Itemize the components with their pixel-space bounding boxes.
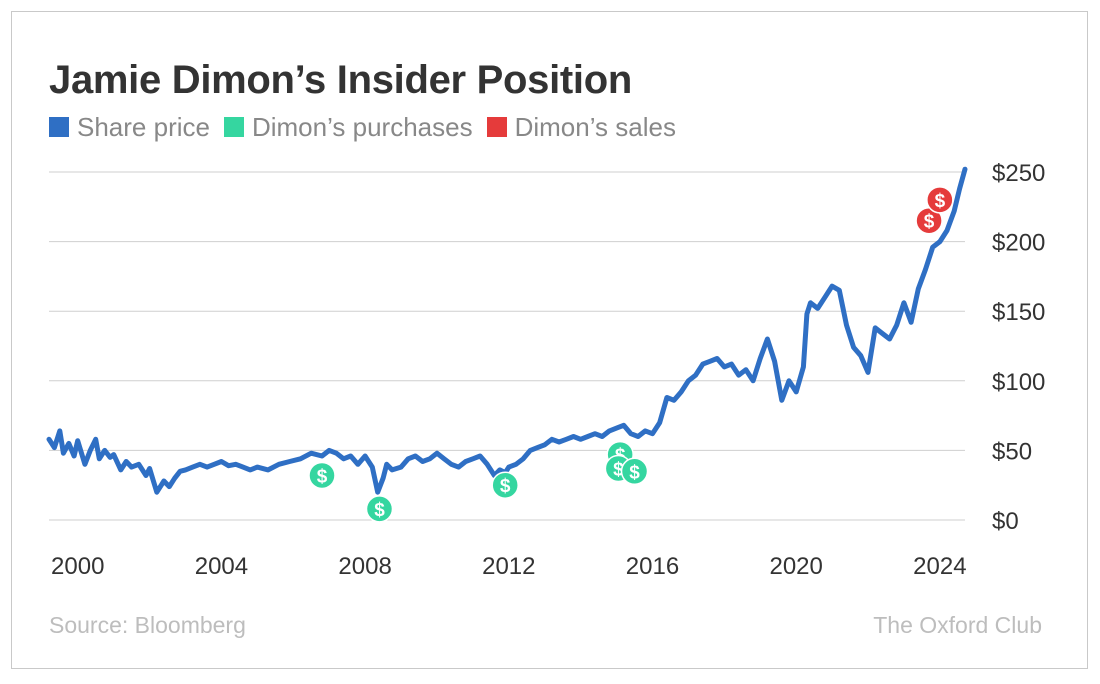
purchase-marker-circle bbox=[308, 461, 336, 490]
dollar-sign-icon: $ bbox=[924, 212, 935, 233]
x-tick-label: 2008 bbox=[338, 553, 391, 580]
purchase-marker: $ bbox=[308, 461, 336, 490]
x-tick-label: 2020 bbox=[769, 553, 822, 580]
y-tick-label: $150 bbox=[992, 299, 1045, 326]
legend-label-share-price: Share price bbox=[77, 111, 210, 142]
dollar-sign-icon: $ bbox=[317, 466, 328, 487]
legend-item-purchases: Dimon’s purchases bbox=[223, 111, 473, 143]
chart-title: Jamie Dimon’s Insider Position bbox=[49, 58, 632, 102]
x-tick-label: 2004 bbox=[195, 553, 248, 580]
chart-frame bbox=[11, 11, 1088, 669]
legend-item-sales: Dimon’s sales bbox=[486, 111, 676, 143]
chart-legend: Share price Dimon’s purchases Dimon’s sa… bbox=[49, 110, 690, 144]
purchase-marker: $ bbox=[491, 471, 519, 499]
sale-marker: $ bbox=[915, 206, 943, 235]
dollar-sign-icon: $ bbox=[613, 459, 624, 480]
source-note: Source: Bloomberg bbox=[49, 612, 246, 638]
y-tick-label: $50 bbox=[992, 438, 1032, 465]
legend-label-sales: Dimon’s sales bbox=[514, 111, 676, 142]
series-line-share-price bbox=[46, 166, 968, 495]
legend-swatch-sales bbox=[486, 117, 507, 137]
sale-marker: $ bbox=[926, 186, 954, 214]
dollar-sign-icon: $ bbox=[374, 500, 385, 521]
legend-swatch-share-price bbox=[49, 117, 69, 137]
dollar-sign-icon: $ bbox=[935, 191, 946, 212]
brand-label: The Oxford Club bbox=[873, 612, 1042, 638]
purchase-marker: $ bbox=[620, 457, 649, 486]
y-tick-label: $0 bbox=[992, 508, 1019, 535]
dollar-sign-icon: $ bbox=[629, 462, 640, 483]
sale-marker-circle bbox=[926, 186, 954, 214]
legend-swatch-purchases bbox=[223, 117, 244, 137]
x-tick-label: 2012 bbox=[482, 553, 535, 580]
legend-item-share-price: Share price bbox=[49, 112, 210, 143]
y-tick-label: $100 bbox=[992, 369, 1045, 396]
legend-label-purchases: Dimon’s purchases bbox=[251, 111, 473, 142]
x-tick-label: 2016 bbox=[626, 553, 679, 580]
purchase-marker: $ bbox=[365, 495, 394, 523]
y-tick-label: $200 bbox=[992, 230, 1045, 257]
purchase-marker-circle bbox=[365, 495, 394, 523]
purchase-marker-circle bbox=[620, 457, 649, 486]
x-tick-label: 2000 bbox=[51, 553, 104, 580]
y-tick-label: $250 bbox=[992, 160, 1045, 187]
dollar-sign-icon: $ bbox=[500, 476, 511, 497]
purchase-marker-circle bbox=[491, 471, 519, 499]
x-tick-label: 2024 bbox=[913, 553, 966, 580]
